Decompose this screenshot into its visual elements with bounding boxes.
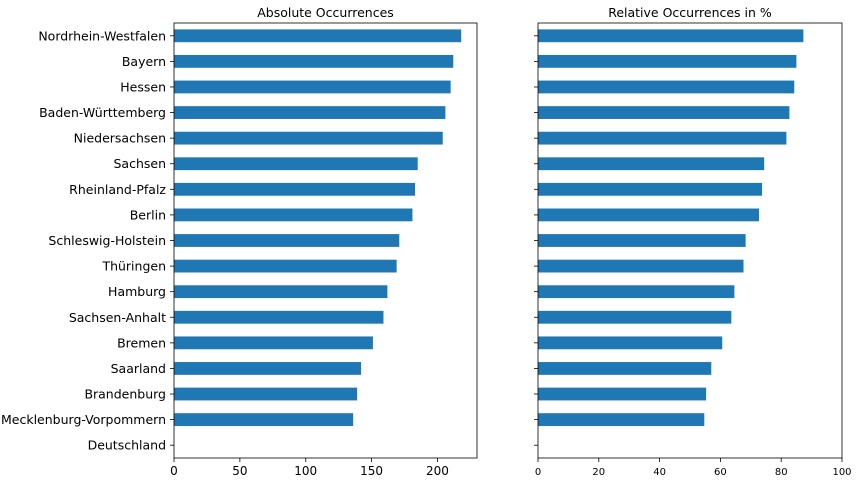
x-tick-label: 40 [653,467,666,478]
x-tick-label: 100 [294,464,317,478]
x-tick-label: 20 [592,467,605,478]
bar-sachsen [174,157,418,171]
bar-sachsen-anhalt [538,310,732,324]
y-tick-label: Nordrhein-Westfalen [38,28,166,43]
y-tick-label: Hamburg [108,284,166,299]
bar-niedersachsen [538,131,787,145]
absolute-occurrences-chart: Absolute Occurrences Nordrhein-Westfalen B… [1,5,478,478]
y-tick-label: Schleswig-Holstein [48,233,166,248]
x-tick-label: 50 [232,464,247,478]
y-tick-label: Niedersachsen [74,131,166,146]
bar-nordrhein-westfalen [538,29,804,43]
bar-mecklenburg-vorpommern [174,413,354,427]
y-tick-label: Baden-Württemberg [39,105,166,120]
plot-frame [173,22,478,459]
bar-berlin [538,208,760,222]
x-tick-label: 0 [535,467,541,478]
y-tick-label: Hessen [120,79,166,94]
bar-berlin [174,208,413,222]
bar-schleswig-holstein [174,234,400,247]
bar-hessen [538,80,795,94]
x-tick-label: 80 [775,467,788,478]
x-tick-label: 200 [426,464,449,478]
y-tick-label: Thüringen [101,259,166,274]
bar-saarland [174,362,362,375]
x-tick-label: 150 [360,464,383,478]
y-tick-label: Brandenburg [84,387,166,402]
y-tick-label: Sachsen-Anhalt [69,310,166,325]
x-tick-label: 0 [170,464,178,478]
bar-hessen [174,80,451,94]
y-tick-label: Saarland [111,361,166,376]
y-tick-label: Rheinland-Pfalz [69,182,166,197]
relative-occurrences-chart: Relative Occurrences in % 0 20 40 60 80 100 [534,5,852,478]
bar-mecklenburg-vorpommern [538,413,705,427]
chart-title: Absolute Occurrences [257,5,394,20]
bar-brandenburg [538,387,707,401]
bar-hamburg [174,285,388,299]
x-tick-label: 60 [714,467,727,478]
bar-sachsen [538,157,765,171]
bar-th-ringen [538,259,744,273]
bar-sachsen-anhalt [174,310,384,324]
bar-brandenburg [174,387,358,401]
bar-saarland [538,362,712,375]
y-tick-label: Bayern [122,54,166,69]
bar-bremen [174,336,373,350]
bar-th-ringen [174,259,397,273]
x-tick-label: 100 [832,467,851,478]
chart-title: Relative Occurrences in % [608,5,772,20]
y-tick-label: Deutschland [88,438,166,453]
bar-rheinland-pfalz [174,182,416,196]
y-tick-label: Sachsen [113,156,166,171]
bar-schleswig-holstein [538,234,746,247]
y-tick-label: Bremen [117,335,166,350]
bar-rheinland-pfalz [538,182,763,196]
bar-bayern [538,54,797,68]
bar-niedersachsen [174,131,443,145]
plot-frame [537,22,843,459]
y-tick-label: Berlin [130,207,166,222]
bar-baden-w-rttemberg [174,106,446,119]
bar-hamburg [538,285,735,299]
bar-bayern [174,54,454,68]
y-tick-label: Mecklenburg-Vorpommern [1,412,166,427]
bar-bremen [538,336,723,350]
bar-nordrhein-westfalen [174,29,462,43]
bar-baden-w-rttemberg [538,106,790,119]
